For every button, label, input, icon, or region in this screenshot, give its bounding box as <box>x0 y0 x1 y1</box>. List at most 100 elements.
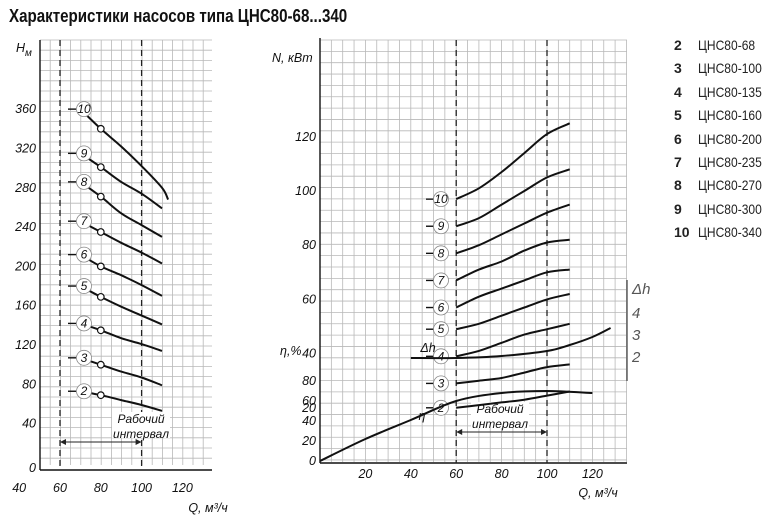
legend-label: ЦНС80-100 <box>698 60 762 77</box>
legend-number: 7 <box>674 153 682 170</box>
power-tick-label: 40 <box>302 347 316 361</box>
operating-point-marker <box>96 360 105 369</box>
head-curve-6 <box>79 253 163 297</box>
npsh-scale-tick: 2 <box>631 349 641 366</box>
curve-number-label: 10 <box>434 192 448 206</box>
curve-number-label: 10 <box>77 102 91 116</box>
arrow-head <box>135 439 142 445</box>
curve-number-label: 6 <box>438 301 445 315</box>
x-tick-label: 120 <box>172 481 193 495</box>
legend-label: ЦНС80-235 <box>698 153 762 170</box>
curve-number-badge <box>76 173 92 190</box>
curve-number-label: 6 <box>81 248 88 262</box>
y-tick-label: 320 <box>15 141 36 155</box>
head-curve-3 <box>80 356 163 387</box>
y-tick-label: 360 <box>15 102 36 116</box>
power-axis-label: N, кВт <box>272 51 313 65</box>
npsh-scale-tick: 4 <box>632 305 640 322</box>
y-tick-label: 40 <box>22 417 36 431</box>
y-tick-label: 240 <box>14 220 36 234</box>
x-axis-label: Q, м³/ч <box>578 486 618 500</box>
power-tick-label: 120 <box>295 130 316 144</box>
y-axis-label-main: H <box>16 41 26 55</box>
power-curve-9 <box>455 168 571 228</box>
curve-number-label: 9 <box>438 219 445 233</box>
curve-number-label: 8 <box>438 246 445 260</box>
legend-number: 4 <box>674 83 682 100</box>
x-tick-label: 120 <box>582 467 603 481</box>
efficiency-axis-label: η,% <box>280 344 302 358</box>
power-tick-label: 20 <box>301 401 316 415</box>
curve-number-badge <box>433 272 449 289</box>
power-curve-6 <box>455 268 570 309</box>
curve-number-badge <box>76 101 92 118</box>
operating-point-marker <box>96 192 105 201</box>
curve-number-badge <box>433 245 449 262</box>
arrow-head <box>541 429 547 435</box>
curve-number-label: 3 <box>81 351 88 365</box>
y-tick-label: 200 <box>14 259 36 273</box>
arrow-head <box>60 439 66 445</box>
head-curve-8 <box>79 181 163 238</box>
x-tick-label: 100 <box>537 467 558 481</box>
legend-number: 3 <box>674 60 682 77</box>
power-tick-label: 80 <box>302 238 316 252</box>
x-tick-label: 60 <box>53 481 67 495</box>
efficiency-tick-label: 80 <box>302 374 316 388</box>
curve-number-label: 3 <box>438 376 445 390</box>
npsh-curve <box>410 327 612 360</box>
curve-number-badge <box>433 218 449 235</box>
efficiency-tick-label: 40 <box>302 414 316 428</box>
power-curve-10 <box>455 122 571 201</box>
legend-item: 2 ЦНС80-68 <box>674 37 772 60</box>
x-tick-label: 80 <box>495 467 509 481</box>
curve-number-label: 9 <box>81 146 88 160</box>
efficiency-curve-label: η <box>419 409 426 423</box>
curve-number-badge <box>433 321 449 338</box>
operating-point-marker <box>96 228 105 236</box>
curve-number-badge <box>76 278 92 294</box>
curve-number-badge <box>433 375 449 392</box>
page-title: Характеристики насосов типа ЦНС80-68...3… <box>9 6 348 26</box>
legend-number: 9 <box>674 200 682 217</box>
npsh-curve-label: Δh <box>419 341 435 355</box>
power-curve-3 <box>456 363 570 385</box>
legend-number: 10 <box>674 224 690 241</box>
curve-number-badge <box>433 191 449 208</box>
legend-label: ЦНС80-135 <box>698 83 762 100</box>
head-curve-5 <box>79 285 163 326</box>
arrow-head <box>456 429 463 435</box>
curve-number-badge <box>76 349 92 366</box>
x-tick-label: 80 <box>94 481 108 495</box>
operating-point-marker <box>96 262 105 271</box>
operating-point-marker <box>96 163 105 172</box>
curve-number-label: 4 <box>81 316 88 330</box>
x-tick-label: 40 <box>12 481 26 495</box>
legend-number: 8 <box>674 177 682 194</box>
legend-item: 7 ЦНС80-235 <box>674 154 772 177</box>
curve-number-label: 8 <box>81 175 88 189</box>
x-axis-label: Q, м³/ч <box>188 501 228 515</box>
curve-number-label: 4 <box>438 349 445 363</box>
power-curve-2 <box>456 390 570 409</box>
legend-label: ЦНС80-200 <box>698 130 762 147</box>
legend-label: ЦНС80-270 <box>698 177 762 194</box>
x-tick-label: 20 <box>357 467 372 481</box>
curve-number-label: 5 <box>438 322 445 336</box>
operating-point-marker <box>96 391 105 400</box>
legend-label: ЦНС80-300 <box>698 200 762 217</box>
legend-item: 8 ЦНС80-270 <box>674 177 772 200</box>
y-axis-label-sub: м <box>25 48 32 59</box>
x-tick-label: 60 <box>449 467 463 481</box>
legend-label: ЦНС80-68 <box>698 37 756 53</box>
head-curve-9 <box>79 152 163 210</box>
curve-number-label: 7 <box>438 273 446 287</box>
npsh-scale-label: Δh <box>631 281 650 298</box>
power-curve-5 <box>455 293 570 331</box>
y-tick-label: 280 <box>14 181 36 195</box>
legend-item: 3 ЦНС80-100 <box>674 60 772 83</box>
curve-number-label: 2 <box>80 384 88 398</box>
